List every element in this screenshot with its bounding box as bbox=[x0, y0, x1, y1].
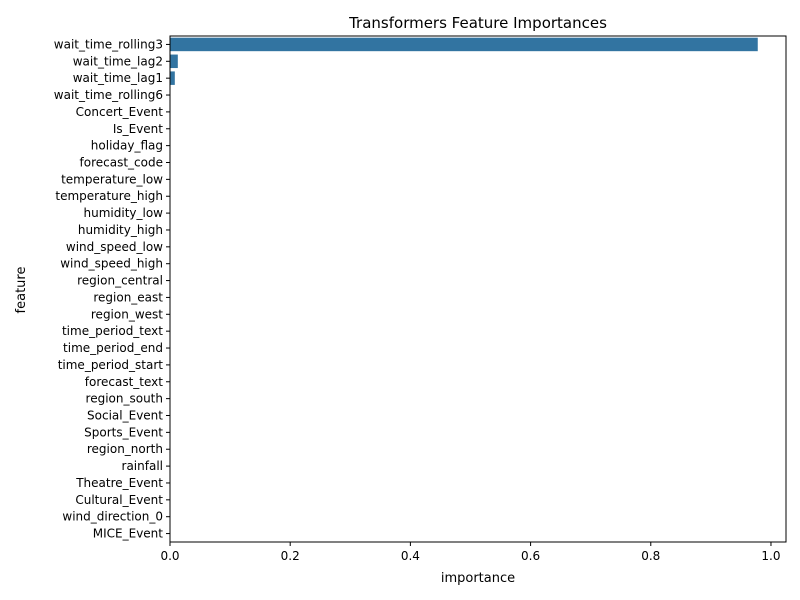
axes-frame bbox=[169, 35, 787, 543]
y-tick-label: Theatre_Event bbox=[75, 476, 163, 490]
y-tick-label: time_period_end bbox=[63, 341, 163, 355]
y-tick-label: Is_Event bbox=[113, 122, 163, 136]
y-tick-label: wait_time_rolling3 bbox=[54, 37, 163, 51]
y-tick-label: wind_speed_high bbox=[60, 257, 163, 271]
y-tick-label: forecast_text bbox=[85, 375, 164, 389]
x-axis-ticks: 0.0 0.2 0.4 0.6 0.8 1.0 bbox=[160, 542, 781, 563]
bars-layer bbox=[170, 37, 758, 322]
bar-wait_time_rolling3 bbox=[170, 37, 758, 52]
y-tick-label: wind_speed_low bbox=[66, 240, 163, 254]
plot-area-border bbox=[169, 35, 787, 543]
y-tick-label: Sports_Event bbox=[84, 425, 163, 439]
chart-title: Transformers Feature Importances bbox=[348, 14, 607, 32]
y-tick-label: Social_Event bbox=[87, 409, 163, 423]
y-tick-label: region_north bbox=[87, 442, 163, 456]
y-tick-label: rainfall bbox=[122, 459, 163, 473]
y-tick-label: humidity_low bbox=[84, 206, 164, 220]
x-tick-label: 1.0 bbox=[761, 549, 780, 563]
y-tick-label: time_period_start bbox=[58, 358, 164, 372]
y-tick-label: region_east bbox=[93, 290, 163, 304]
y-axis-ticks: wait_time_rolling3 wait_time_lag2 wait_tim… bbox=[54, 37, 170, 541]
x-tick-label: 0.6 bbox=[521, 549, 540, 563]
x-tick-label: 0.4 bbox=[401, 549, 420, 563]
y-tick-label: holiday_flag bbox=[91, 139, 163, 153]
y-tick-label: temperature_high bbox=[55, 189, 163, 203]
x-tick-label: 0.8 bbox=[641, 549, 660, 563]
y-axis-label: feature bbox=[14, 267, 29, 314]
x-axis-label: importance bbox=[441, 571, 515, 586]
bar-wait_time_lag1 bbox=[170, 71, 175, 85]
y-tick-label: wind_direction_0 bbox=[62, 510, 163, 524]
y-tick-label: region_central bbox=[77, 274, 163, 288]
y-tick-label: wait_time_rolling6 bbox=[54, 88, 163, 102]
y-tick-label: temperature_low bbox=[61, 172, 163, 186]
y-tick-label: time_period_text bbox=[62, 324, 163, 338]
bar-wait_time_lag2 bbox=[170, 54, 178, 69]
y-tick-label: wait_time_lag2 bbox=[73, 54, 163, 68]
y-tick-label: Concert_Event bbox=[76, 105, 164, 119]
y-tick-label: Cultural_Event bbox=[75, 493, 163, 507]
x-tick-label: 0.0 bbox=[160, 549, 179, 563]
y-tick-label: region_south bbox=[86, 392, 163, 406]
y-tick-label: humidity_high bbox=[78, 223, 163, 237]
y-tick-label: wait_time_lag1 bbox=[73, 71, 163, 85]
y-tick-label: forecast_code bbox=[80, 156, 163, 170]
x-tick-label: 0.2 bbox=[281, 549, 300, 563]
y-tick-label: region_west bbox=[91, 307, 163, 321]
y-tick-label: MICE_Event bbox=[93, 527, 164, 541]
